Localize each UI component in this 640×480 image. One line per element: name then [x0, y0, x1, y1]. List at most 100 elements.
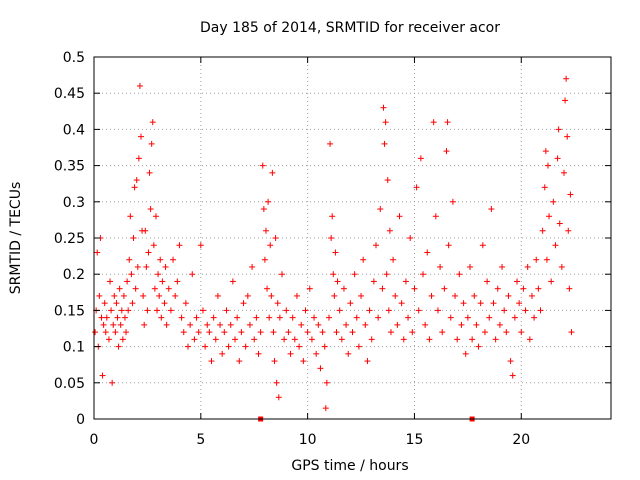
- data-point: [449, 198, 456, 205]
- data-point: [382, 119, 389, 126]
- data-point: [244, 292, 251, 299]
- data-point: [152, 213, 159, 220]
- data-point: [548, 278, 555, 285]
- data-point: [306, 285, 313, 292]
- data-point: [394, 321, 401, 328]
- data-point: [132, 285, 139, 292]
- data-point: [402, 278, 409, 285]
- data-point: [561, 169, 567, 176]
- data-point: [520, 285, 527, 292]
- data-point: [100, 321, 107, 328]
- data-point: [554, 155, 561, 162]
- data-point: [539, 227, 546, 234]
- data-point: [214, 292, 221, 299]
- data-point: [308, 336, 315, 343]
- data-point: [456, 271, 463, 278]
- data-point: [150, 242, 157, 249]
- data-point: [127, 213, 134, 220]
- data-point: [232, 336, 238, 343]
- data-point: [227, 321, 234, 328]
- data-point: [379, 285, 386, 292]
- data-point: [92, 329, 99, 336]
- data-point: [533, 256, 540, 263]
- y-tick-label: 0: [76, 412, 85, 428]
- data-point: [437, 263, 444, 270]
- data-point: [334, 278, 341, 285]
- data-point: [210, 314, 217, 321]
- y-tick-label: 0.4: [63, 122, 85, 138]
- data-point: [415, 307, 422, 314]
- data-point: [387, 329, 394, 336]
- data-point: [467, 263, 473, 270]
- data-point: [518, 329, 525, 336]
- data-point: [340, 285, 347, 292]
- data-point: [273, 379, 280, 386]
- data-point: [556, 220, 563, 227]
- data-point: [509, 372, 516, 379]
- data-point: [126, 256, 133, 263]
- data-point: [375, 314, 382, 321]
- data-point: [349, 329, 356, 336]
- data-point: [296, 343, 303, 350]
- data-point: [501, 307, 508, 314]
- data-point: [396, 213, 403, 220]
- data-point: [110, 321, 117, 328]
- data-point: [113, 300, 120, 307]
- data-point: [146, 169, 153, 176]
- data-point: [240, 300, 247, 307]
- data-point: [460, 300, 467, 307]
- y-tick-label: 0.3: [63, 195, 85, 211]
- data-point: [271, 358, 278, 365]
- data-point: [121, 314, 128, 321]
- data-point: [260, 206, 267, 213]
- data-point: [370, 278, 377, 285]
- data-point: [261, 256, 268, 263]
- data-point: [158, 314, 165, 321]
- y-tick-label: 0.35: [54, 159, 85, 175]
- data-point: [488, 206, 495, 213]
- chart-title: Day 185 of 2014, SRMTID for receiver aco…: [200, 20, 500, 36]
- x-tick-label: 0: [90, 432, 99, 448]
- data-point: [149, 119, 156, 126]
- data-point: [496, 321, 503, 328]
- data-point: [180, 329, 187, 336]
- data-point: [123, 329, 130, 336]
- data-point: [223, 307, 230, 314]
- data-point: [552, 242, 559, 249]
- data-point: [298, 321, 305, 328]
- x-axis-label: GPS time / hours: [291, 458, 408, 474]
- data-point: [148, 140, 155, 147]
- data-points: [92, 75, 575, 422]
- plot-frame: [93, 56, 612, 420]
- data-point: [441, 285, 448, 292]
- data-point: [142, 227, 149, 234]
- data-point: [259, 162, 266, 169]
- data-point: [454, 336, 461, 343]
- data-point: [147, 206, 154, 213]
- data-point: [543, 256, 550, 263]
- data-point: [360, 256, 367, 263]
- data-point: [145, 249, 152, 256]
- data-point: [452, 292, 459, 299]
- data-point: [276, 314, 283, 321]
- data-point: [283, 307, 290, 314]
- data-point: [434, 307, 441, 314]
- data-point: [322, 405, 329, 412]
- data-point: [107, 278, 114, 285]
- data-point: [197, 242, 204, 249]
- data-point: [424, 249, 431, 256]
- data-point: [338, 336, 345, 343]
- data-point: [291, 336, 298, 343]
- data-point: [505, 292, 512, 299]
- data-point: [193, 314, 200, 321]
- data-point: [128, 271, 135, 278]
- data-point: [444, 119, 451, 126]
- data-point: [355, 343, 362, 350]
- data-point: [135, 155, 142, 162]
- data-point: [172, 292, 179, 299]
- data-point: [130, 235, 137, 241]
- data-point: [413, 184, 420, 191]
- data-point: [274, 300, 281, 307]
- data-point: [507, 358, 514, 365]
- data-point: [471, 292, 478, 299]
